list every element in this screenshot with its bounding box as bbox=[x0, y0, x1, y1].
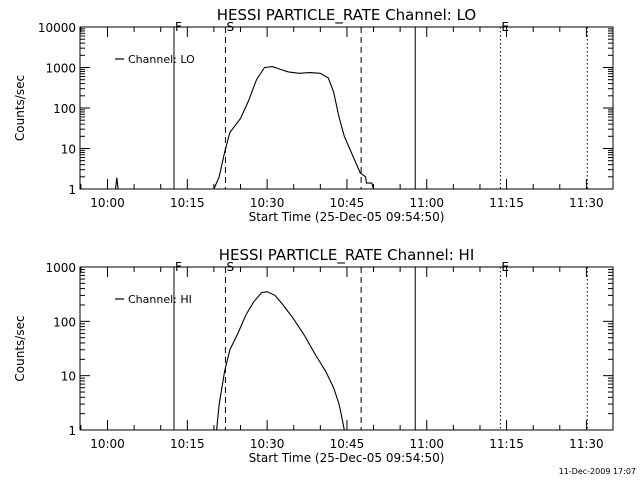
x-tick-label: 11:15 bbox=[489, 437, 524, 451]
x-tick-label: 11:30 bbox=[569, 437, 604, 451]
event-marker-label: S bbox=[226, 260, 234, 274]
x-tick-label: 10:45 bbox=[330, 196, 365, 210]
plot-frame bbox=[79, 26, 614, 190]
x-tick-label: 11:30 bbox=[569, 196, 604, 210]
x-tick-label: 11:00 bbox=[409, 196, 444, 210]
y-tick-label: 100 bbox=[53, 315, 76, 329]
footer-timestamp: 11-Dec-2009 17:07 bbox=[559, 467, 636, 476]
x-axis-label: Start Time (25-Dec-05 09:54:50) bbox=[249, 451, 445, 465]
x-tick-label: 10:00 bbox=[90, 196, 125, 210]
series-line bbox=[114, 66, 375, 190]
event-marker-label: F bbox=[175, 260, 182, 274]
plot-frame bbox=[79, 266, 614, 431]
legend-label: Channel: LO bbox=[128, 53, 195, 66]
y-tick-label: 100 bbox=[53, 102, 76, 116]
x-tick-label: 10:00 bbox=[90, 437, 125, 451]
x-tick-label: 11:15 bbox=[489, 196, 524, 210]
x-tick-label: 10:15 bbox=[170, 196, 205, 210]
y-tick-label: 1 bbox=[68, 183, 76, 197]
x-axis-label: Start Time (25-Dec-05 09:54:50) bbox=[249, 210, 445, 224]
y-axis-label: Counts/sec bbox=[13, 75, 27, 141]
event-marker-label: S bbox=[226, 20, 234, 34]
y-tick-label: 1 bbox=[68, 424, 76, 438]
x-tick-label: 10:15 bbox=[170, 437, 205, 451]
y-tick-label: 1000 bbox=[45, 261, 76, 275]
y-axis-label: Counts/sec bbox=[13, 315, 27, 381]
event-marker-label: E bbox=[501, 20, 509, 34]
legend-label: Channel: HI bbox=[128, 293, 192, 306]
event-marker-label: F bbox=[175, 20, 182, 34]
y-tick-label: 1000 bbox=[45, 62, 76, 76]
x-tick-label: 10:30 bbox=[250, 196, 285, 210]
x-tick-label: 10:45 bbox=[330, 437, 365, 451]
series-line bbox=[216, 291, 345, 431]
x-tick-label: 11:00 bbox=[409, 437, 444, 451]
event-marker-label: E bbox=[501, 260, 509, 274]
chart-title: HESSI PARTICLE_RATE Channel: LO bbox=[217, 6, 476, 25]
y-tick-label: 10 bbox=[61, 370, 76, 384]
x-tick-label: 10:30 bbox=[250, 437, 285, 451]
y-tick-label: 10 bbox=[61, 143, 76, 157]
chart-title: HESSI PARTICLE_RATE Channel: HI bbox=[219, 246, 475, 265]
y-tick-label: 10000 bbox=[38, 21, 76, 35]
